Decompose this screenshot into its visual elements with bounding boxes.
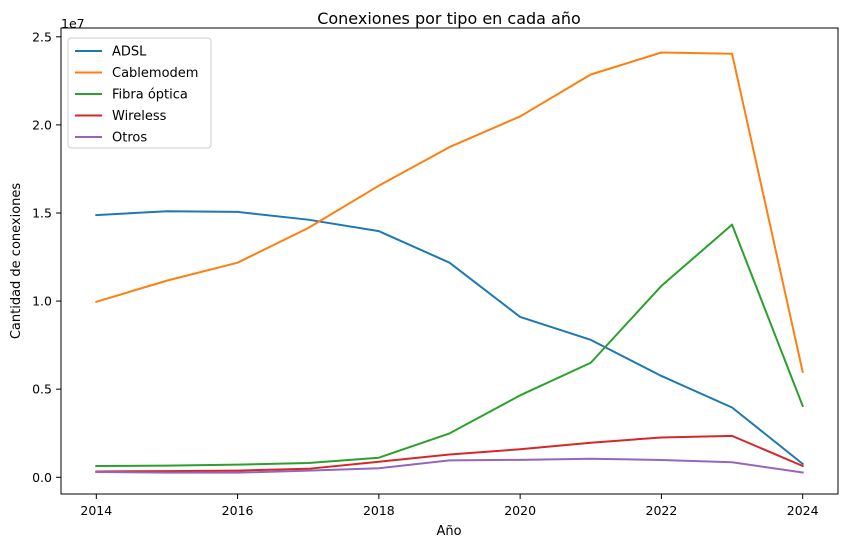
y-tick-label: 2.0 xyxy=(32,117,52,132)
x-axis-ticks: 2014 2016 2018 2020 2022 2024 xyxy=(80,494,819,518)
y-tick-label: 0.5 xyxy=(32,382,52,397)
x-tick-label: 2016 xyxy=(222,503,254,518)
legend-label: ADSL xyxy=(112,45,147,60)
y-tick-label: 2.5 xyxy=(32,29,52,44)
y-tick-label: 1.5 xyxy=(32,205,52,220)
x-tick-label: 2014 xyxy=(80,503,112,518)
y-axis-ticks: 0.0 0.5 1.0 1.5 2.0 2.5 xyxy=(32,29,61,485)
legend: ADSL Cablemodem Fibra óptica Wireless Otros xyxy=(67,37,212,149)
plot-area xyxy=(95,51,805,474)
y-tick-label: 1.0 xyxy=(32,294,52,309)
x-tick-label: 2018 xyxy=(363,503,395,518)
x-tick-label: 2024 xyxy=(787,503,819,518)
y-axis-label: Cantidad de conexiones xyxy=(9,183,24,340)
chart-title: Conexiones por tipo en cada año xyxy=(317,9,581,28)
legend-label: Otros xyxy=(112,131,147,146)
x-tick-label: 2020 xyxy=(504,503,536,518)
legend-label: Cablemodem xyxy=(112,66,198,81)
series-line-fibra-ptica xyxy=(95,223,804,467)
plot-frame xyxy=(60,27,839,495)
legend-label: Fibra óptica xyxy=(112,88,188,103)
legend-label: Wireless xyxy=(112,109,167,124)
x-axis-label: Año xyxy=(436,524,461,539)
y-tick-label: 0.0 xyxy=(32,470,52,485)
x-tick-label: 2022 xyxy=(646,503,678,518)
series-line-otros xyxy=(95,457,804,474)
legend-box xyxy=(67,37,212,149)
series-line-cablemodem xyxy=(95,51,804,374)
y-axis-offset-label: 1e7 xyxy=(61,16,85,31)
series-line-wireless xyxy=(95,434,804,473)
series-line-adsl xyxy=(95,210,805,466)
